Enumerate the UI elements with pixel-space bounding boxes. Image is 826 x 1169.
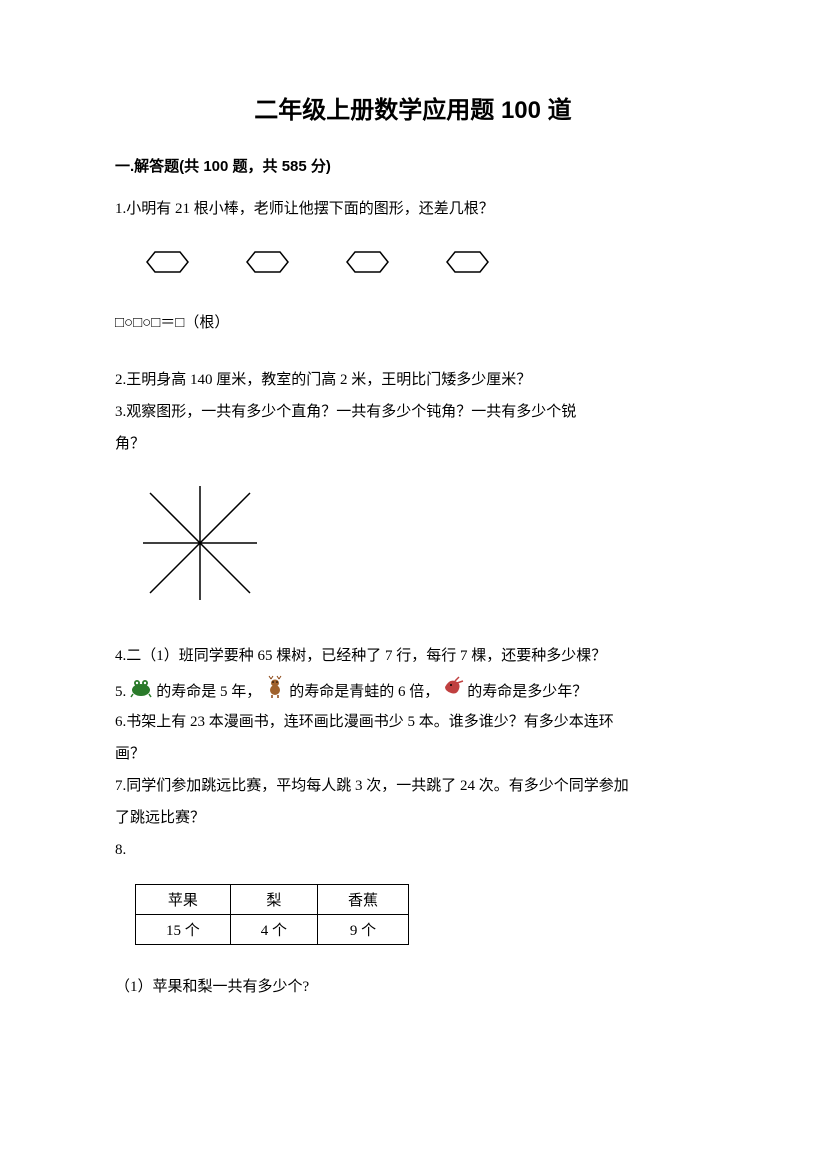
question-4: 4.二（1）班同学要种 65 棵树，已经种了 7 行，每行 7 棵，还要种多少棵… xyxy=(115,643,711,670)
frog-icon xyxy=(128,676,154,708)
dragon-icon xyxy=(441,675,465,709)
question-5: 5. 的寿命是 5 年， 的寿命是青蛙的 6 倍， 的寿命是多少年？ xyxy=(115,675,711,709)
question-6-b: 画？ xyxy=(115,741,711,768)
question-7-a: 7.同学们参加跳远比赛，平均每人跳 3 次，一共跳了 24 次。有多少个同学参加 xyxy=(115,773,711,800)
question-8: 8. xyxy=(115,837,711,864)
question-6-a: 6.书架上有 23 本漫画书，连环画比漫画书少 5 本。谁多谁少？有多少本连环 xyxy=(115,709,711,736)
section-header: 一.解答题(共 100 题，共 585 分) xyxy=(115,155,711,176)
question-3-text-a: 3.观察图形，一共有多少个直角？一共有多少个钝角？一共有多少个锐 xyxy=(115,399,711,426)
question-3: 3.观察图形，一共有多少个直角？一共有多少个钝角？一共有多少个锐 角？ xyxy=(115,399,711,613)
table-header-apple: 苹果 xyxy=(136,885,231,915)
star-lines-figure xyxy=(135,478,711,613)
hexagon-icon xyxy=(335,248,400,281)
table-value-apple: 15 个 xyxy=(136,915,231,945)
table-row: 苹果 梨 香蕉 xyxy=(136,885,409,915)
table-header-banana: 香蕉 xyxy=(318,885,409,915)
table-value-banana: 9 个 xyxy=(318,915,409,945)
hexagon-icon xyxy=(235,248,300,281)
hexagon-icon xyxy=(135,248,200,281)
question-7-b: 了跳远比赛？ xyxy=(115,805,711,832)
question-5-part2: 的寿命是 5 年， xyxy=(156,679,261,706)
equation-blanks: □○□○□＝□（根） xyxy=(115,311,711,332)
hexagon-icon xyxy=(435,248,500,281)
table-header-pear: 梨 xyxy=(230,885,317,915)
hexagon-shapes xyxy=(135,248,711,281)
question-5-part1: 5. xyxy=(115,679,126,706)
question-5-part3: 的寿命是青蛙的 6 倍， xyxy=(289,679,439,706)
table-row: 15 个 4 个 9 个 xyxy=(136,915,409,945)
question-1-text: 1.小明有 21 根小棒，老师让他摆下面的图形，还差几根？ xyxy=(115,196,711,223)
question-8-sub1: （1）苹果和梨一共有多少个? xyxy=(115,975,711,996)
deer-icon xyxy=(263,675,287,709)
question-5-part4: 的寿命是多少年？ xyxy=(467,679,587,706)
document-title: 二年级上册数学应用题 100 道 xyxy=(115,90,711,125)
question-3-text-b: 角？ xyxy=(115,431,711,458)
table-value-pear: 4 个 xyxy=(230,915,317,945)
question-1: 1.小明有 21 根小棒，老师让他摆下面的图形，还差几根？ □○□○□＝□（根） xyxy=(115,196,711,332)
question-2: 2.王明身高 140 厘米，教室的门高 2 米，王明比门矮多少厘米？ xyxy=(115,367,711,394)
fruit-table: 苹果 梨 香蕉 15 个 4 个 9 个 xyxy=(135,884,409,945)
